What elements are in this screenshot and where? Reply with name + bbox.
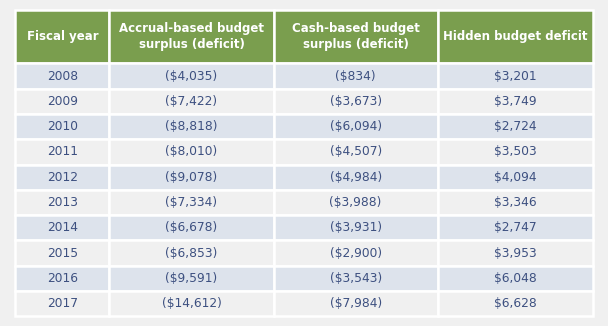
FancyBboxPatch shape [274, 63, 438, 89]
Text: 2017: 2017 [47, 297, 78, 310]
Text: ($3,543): ($3,543) [330, 272, 382, 285]
FancyBboxPatch shape [109, 240, 274, 266]
FancyBboxPatch shape [438, 165, 593, 190]
FancyBboxPatch shape [109, 266, 274, 291]
Text: ($8,010): ($8,010) [165, 145, 218, 158]
FancyBboxPatch shape [274, 10, 438, 63]
FancyBboxPatch shape [15, 139, 109, 165]
Text: $4,094: $4,094 [494, 171, 537, 184]
FancyBboxPatch shape [109, 165, 274, 190]
FancyBboxPatch shape [274, 89, 438, 114]
Text: ($3,988): ($3,988) [330, 196, 382, 209]
FancyBboxPatch shape [274, 240, 438, 266]
Text: ($834): ($834) [336, 69, 376, 82]
Text: $6,628: $6,628 [494, 297, 537, 310]
Text: 2014: 2014 [47, 221, 78, 234]
FancyBboxPatch shape [15, 266, 109, 291]
FancyBboxPatch shape [109, 114, 274, 139]
FancyBboxPatch shape [274, 291, 438, 316]
Text: ($14,612): ($14,612) [162, 297, 221, 310]
Text: $2,724: $2,724 [494, 120, 537, 133]
Text: ($6,094): ($6,094) [330, 120, 382, 133]
Text: ($7,984): ($7,984) [330, 297, 382, 310]
FancyBboxPatch shape [15, 114, 109, 139]
Text: 2010: 2010 [47, 120, 78, 133]
Text: ($9,078): ($9,078) [165, 171, 218, 184]
FancyBboxPatch shape [109, 89, 274, 114]
Text: ($4,507): ($4,507) [330, 145, 382, 158]
FancyBboxPatch shape [15, 190, 109, 215]
Text: 2008: 2008 [47, 69, 78, 82]
FancyBboxPatch shape [274, 266, 438, 291]
FancyBboxPatch shape [438, 291, 593, 316]
FancyBboxPatch shape [15, 63, 109, 89]
FancyBboxPatch shape [274, 165, 438, 190]
Text: ($9,591): ($9,591) [165, 272, 218, 285]
FancyBboxPatch shape [438, 215, 593, 240]
Text: ($4,984): ($4,984) [330, 171, 382, 184]
Text: Cash-based budget
surplus (deficit): Cash-based budget surplus (deficit) [292, 22, 420, 51]
FancyBboxPatch shape [274, 114, 438, 139]
Text: $3,346: $3,346 [494, 196, 537, 209]
FancyBboxPatch shape [438, 266, 593, 291]
Text: $2,747: $2,747 [494, 221, 537, 234]
FancyBboxPatch shape [109, 63, 274, 89]
Text: ($7,422): ($7,422) [165, 95, 218, 108]
FancyBboxPatch shape [438, 89, 593, 114]
Text: 2015: 2015 [47, 246, 78, 259]
Text: $3,201: $3,201 [494, 69, 537, 82]
FancyBboxPatch shape [438, 190, 593, 215]
FancyBboxPatch shape [109, 10, 274, 63]
Text: Fiscal year: Fiscal year [27, 30, 98, 43]
FancyBboxPatch shape [438, 114, 593, 139]
FancyBboxPatch shape [109, 215, 274, 240]
FancyBboxPatch shape [438, 10, 593, 63]
Text: $6,048: $6,048 [494, 272, 537, 285]
Text: ($6,678): ($6,678) [165, 221, 218, 234]
FancyBboxPatch shape [438, 139, 593, 165]
FancyBboxPatch shape [15, 215, 109, 240]
FancyBboxPatch shape [109, 139, 274, 165]
FancyBboxPatch shape [109, 190, 274, 215]
Text: Accrual-based budget
surplus (deficit): Accrual-based budget surplus (deficit) [119, 22, 264, 51]
FancyBboxPatch shape [438, 63, 593, 89]
Text: ($8,818): ($8,818) [165, 120, 218, 133]
FancyBboxPatch shape [15, 165, 109, 190]
Text: 2013: 2013 [47, 196, 78, 209]
FancyBboxPatch shape [438, 240, 593, 266]
FancyBboxPatch shape [15, 291, 109, 316]
Text: $3,749: $3,749 [494, 95, 537, 108]
Text: $3,953: $3,953 [494, 246, 537, 259]
FancyBboxPatch shape [109, 291, 274, 316]
Text: 2012: 2012 [47, 171, 78, 184]
Text: Hidden budget deficit: Hidden budget deficit [443, 30, 587, 43]
Text: ($7,334): ($7,334) [165, 196, 218, 209]
Text: ($4,035): ($4,035) [165, 69, 218, 82]
FancyBboxPatch shape [274, 190, 438, 215]
Text: $3,503: $3,503 [494, 145, 537, 158]
Text: 2011: 2011 [47, 145, 78, 158]
FancyBboxPatch shape [274, 215, 438, 240]
FancyBboxPatch shape [274, 139, 438, 165]
Text: ($3,673): ($3,673) [330, 95, 382, 108]
Text: 2016: 2016 [47, 272, 78, 285]
Text: 2009: 2009 [47, 95, 78, 108]
Text: ($6,853): ($6,853) [165, 246, 218, 259]
Text: ($2,900): ($2,900) [330, 246, 382, 259]
FancyBboxPatch shape [15, 89, 109, 114]
Text: ($3,931): ($3,931) [330, 221, 382, 234]
FancyBboxPatch shape [15, 10, 109, 63]
FancyBboxPatch shape [15, 240, 109, 266]
